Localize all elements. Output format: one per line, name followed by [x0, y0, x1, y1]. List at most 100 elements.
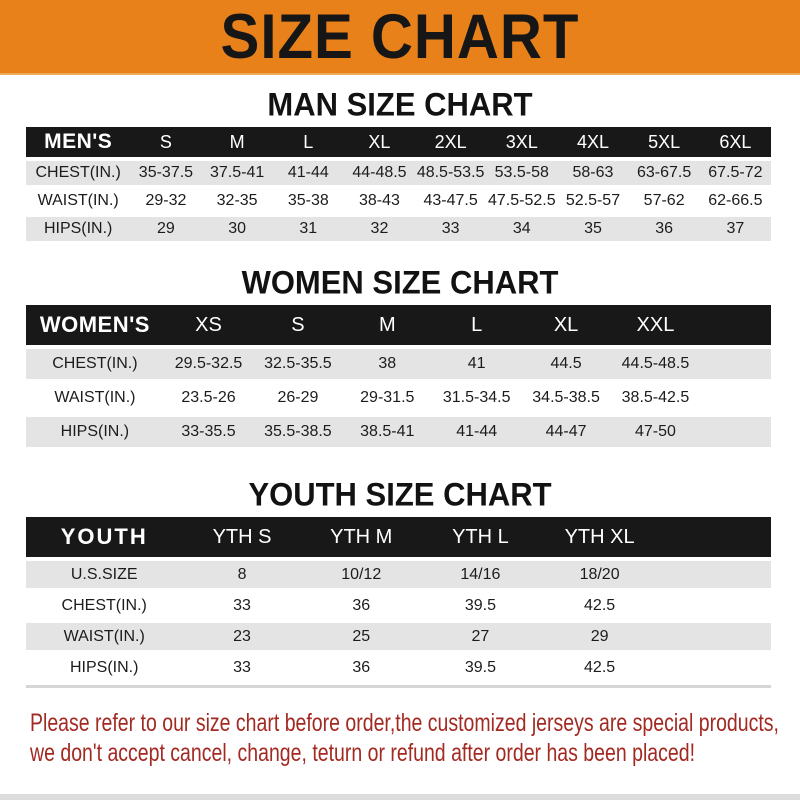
header-spacer-cell [700, 305, 771, 345]
size-value-cell: 38 [342, 349, 432, 379]
youth-header-row: YOUTH YTH S YTH M YTH L YTH XL [26, 517, 771, 557]
size-value-cell: 62-66.5 [699, 189, 771, 213]
size-value-cell: 32 [343, 217, 416, 241]
size-value-cell: 33 [415, 217, 487, 241]
size-value-cell: 36 [628, 217, 700, 241]
women-size-table: WOMEN'S XS S M L XL XXL CHEST(IN.) 29.5-32.5 32.5… [26, 301, 771, 451]
women-size-column-header: XL [521, 305, 611, 345]
women-size-column-header: M [342, 305, 432, 345]
size-value-cell: 30 [201, 217, 273, 241]
youth-size-column-header: YTH XL [540, 517, 660, 557]
youth-section-title: YOUTH SIZE CHART [248, 475, 552, 514]
size-value-cell: 33 [182, 592, 302, 619]
size-value-cell: 32-35 [201, 189, 273, 213]
size-value-cell: 47-50 [610, 417, 701, 447]
size-value-cell: 32.5-35.5 [253, 349, 343, 379]
row-label: HIPS(IN.) [26, 654, 183, 681]
size-value-cell: 44.5 [521, 349, 611, 379]
size-value-cell: 41-44 [272, 161, 344, 185]
women-size-column-header: L [431, 305, 522, 345]
women-measure-row: HIPS(IN.) 33-35.5 35.5-38.5 38.5-41 41-44 44-… [26, 417, 771, 447]
women-size-column-header: S [253, 305, 343, 345]
size-value-cell: 25 [301, 623, 421, 650]
size-value-cell: 53.5-58 [486, 161, 558, 185]
size-value-cell: 35-37.5 [130, 161, 202, 185]
row-label: WAIST(IN.) [26, 383, 164, 413]
bottom-strip [0, 794, 800, 800]
size-value-cell: 29 [130, 217, 202, 241]
row-label: WAIST(IN.) [26, 189, 131, 213]
size-value-cell: 23.5-26 [163, 383, 254, 413]
size-value-cell: 26-29 [253, 383, 343, 413]
row-label: CHEST(IN.) [26, 349, 164, 379]
men-size-column-header: 4XL [557, 127, 629, 157]
row-spacer-cell [659, 654, 771, 681]
men-size-column-header: S [130, 127, 202, 157]
size-value-cell: 33-35.5 [163, 417, 254, 447]
footer-line-2: we don't accept cancel, change, teturn o… [30, 739, 695, 767]
size-value-cell: 35 [557, 217, 629, 241]
youth-header-label: YOUTH [26, 517, 183, 557]
men-size-column-header: 3XL [486, 127, 558, 157]
size-value-cell: 34.5-38.5 [521, 383, 611, 413]
men-size-table: MEN'S S M L XL 2XL 3XL 4XL 5XL 6XL CHEST(IN.) 35-37… [26, 123, 771, 245]
size-value-cell: 41 [431, 349, 522, 379]
size-value-cell: 23 [182, 623, 302, 650]
size-value-cell: 38.5-41 [342, 417, 432, 447]
size-value-cell: 39.5 [420, 654, 540, 681]
size-value-cell: 43-47.5 [415, 189, 487, 213]
size-value-cell: 42.5 [540, 592, 660, 619]
size-value-cell: 31.5-34.5 [431, 383, 522, 413]
banner: SIZE CHART [0, 0, 800, 75]
size-value-cell: 52.5-57 [557, 189, 629, 213]
size-value-cell: 39.5 [420, 592, 540, 619]
size-value-cell: 29-31.5 [342, 383, 432, 413]
size-value-cell: 63-67.5 [628, 161, 700, 185]
men-header-row: MEN'S S M L XL 2XL 3XL 4XL 5XL 6XL [26, 127, 771, 157]
youth-size-column-header: YTH S [182, 517, 302, 557]
youth-measure-row: U.S.SIZE 8 10/12 14/16 18/20 [26, 561, 771, 588]
size-value-cell: 38-43 [343, 189, 416, 213]
men-size-column-header: 5XL [628, 127, 700, 157]
row-label: CHEST(IN.) [26, 161, 131, 185]
women-size-column-header: XXL [610, 305, 701, 345]
women-measure-row: CHEST(IN.) 29.5-32.5 32.5-35.5 38 41 44.5 44.5… [26, 349, 771, 379]
men-size-column-header: XL [343, 127, 416, 157]
size-value-cell: 44.5-48.5 [610, 349, 701, 379]
row-label: HIPS(IN.) [26, 217, 131, 241]
row-spacer-cell [700, 349, 771, 379]
size-value-cell: 48.5-53.5 [415, 161, 487, 185]
footer-note: Please refer to our size chart before or… [30, 708, 800, 768]
youth-size-table: YOUTH YTH S YTH M YTH L YTH XL U.S.SIZE 8 10/12… [26, 513, 771, 688]
size-value-cell: 44-48.5 [343, 161, 416, 185]
size-value-cell: 29-32 [130, 189, 202, 213]
women-header-label: WOMEN'S [26, 305, 164, 345]
youth-measure-row: HIPS(IN.) 33 36 39.5 42.5 [26, 654, 771, 681]
youth-size-column-header: YTH L [420, 517, 540, 557]
size-value-cell: 34 [486, 217, 558, 241]
size-value-cell: 41-44 [431, 417, 522, 447]
row-spacer-cell [700, 417, 771, 447]
size-value-cell: 38.5-42.5 [610, 383, 701, 413]
size-value-cell: 10/12 [301, 561, 421, 588]
row-label: HIPS(IN.) [26, 417, 164, 447]
row-label: CHEST(IN.) [26, 592, 183, 619]
size-value-cell: 37 [699, 217, 771, 241]
men-size-column-header: 2XL [415, 127, 487, 157]
size-value-cell: 35-38 [272, 189, 344, 213]
men-size-column-header: 6XL [699, 127, 771, 157]
women-size-column-header: XS [163, 305, 254, 345]
size-value-cell: 44-47 [521, 417, 611, 447]
row-spacer-cell [659, 592, 771, 619]
size-value-cell: 36 [301, 654, 421, 681]
size-value-cell: 35.5-38.5 [253, 417, 343, 447]
men-header-label: MEN'S [26, 127, 131, 157]
size-value-cell: 33 [182, 654, 302, 681]
size-value-cell: 67.5-72 [699, 161, 771, 185]
women-section-title: WOMEN SIZE CHART [241, 263, 559, 302]
size-value-cell: 47.5-52.5 [486, 189, 558, 213]
size-value-cell: 58-63 [557, 161, 629, 185]
row-spacer-cell [700, 383, 771, 413]
size-value-cell: 31 [272, 217, 344, 241]
